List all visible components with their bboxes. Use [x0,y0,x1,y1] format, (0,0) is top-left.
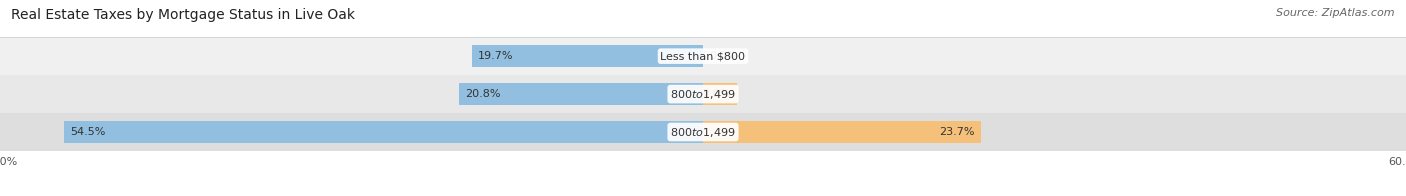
Text: 0.0%: 0.0% [709,51,737,61]
Text: Source: ZipAtlas.com: Source: ZipAtlas.com [1277,8,1395,18]
Bar [0,113,1406,151]
Text: 54.5%: 54.5% [70,127,105,137]
Bar [0,75,1406,113]
Text: $800 to $1,499: $800 to $1,499 [671,88,735,101]
Bar [703,121,981,143]
Bar [0,37,1406,75]
Bar [703,83,737,105]
Bar [65,121,703,143]
Text: Less than $800: Less than $800 [661,51,745,61]
Text: $800 to $1,499: $800 to $1,499 [671,125,735,139]
Bar [472,45,703,67]
Text: 2.9%: 2.9% [703,89,731,99]
Text: 19.7%: 19.7% [478,51,513,61]
Text: 20.8%: 20.8% [465,89,501,99]
Text: 23.7%: 23.7% [939,127,974,137]
Bar [460,83,703,105]
Text: Real Estate Taxes by Mortgage Status in Live Oak: Real Estate Taxes by Mortgage Status in … [11,8,356,22]
